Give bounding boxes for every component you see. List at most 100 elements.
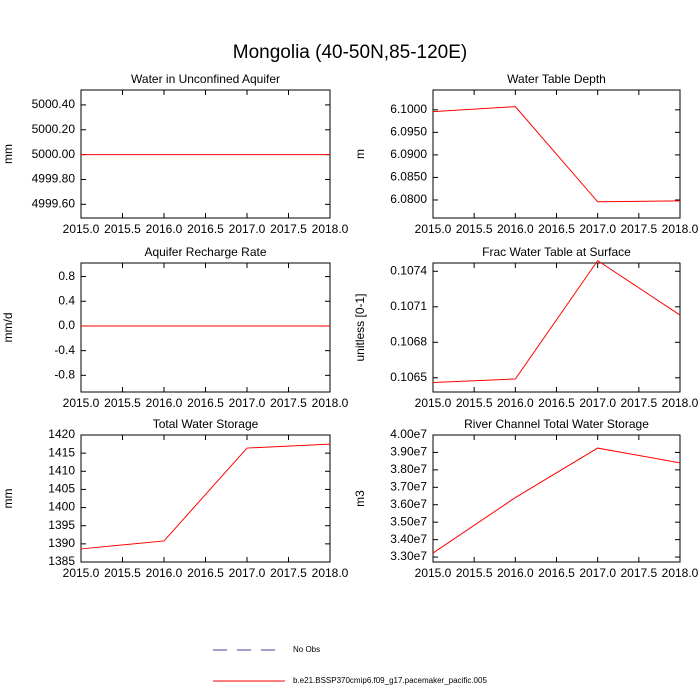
y-tick-label: 4.00e7 xyxy=(390,427,427,441)
y-tick-label: 1395 xyxy=(48,518,75,532)
y-tick-label: 1420 xyxy=(48,427,75,441)
x-tick-label: 2016.5 xyxy=(187,396,224,410)
panel: Water Table Depth m 2015.0 2015.5 2016.0 2016… xyxy=(353,72,699,236)
x-tick-label: 2017.0 xyxy=(229,396,266,410)
y-axis-label: mm xyxy=(1,489,15,509)
y-tick-label: 3.50e7 xyxy=(390,514,427,528)
y-tick-label: 0.1074 xyxy=(390,263,427,277)
y-tick-label: 3.40e7 xyxy=(390,532,427,546)
x-tick-label: 2017.5 xyxy=(620,222,657,236)
x-tick-label: 2015.0 xyxy=(63,396,100,410)
y-tick-label: 5000.40 xyxy=(32,97,76,111)
data-line xyxy=(432,447,681,554)
panel-title: Total Water Storage xyxy=(153,417,259,431)
y-tick-label: 6.0950 xyxy=(390,125,427,139)
y-tick-label: 1400 xyxy=(48,500,75,514)
plot-frame xyxy=(432,434,681,563)
y-tick-label: 4999.60 xyxy=(32,197,76,211)
y-tick-label: 0.8 xyxy=(58,269,75,283)
plot-frame xyxy=(80,262,331,393)
y-tick-label: 0.0 xyxy=(58,318,75,332)
x-tick-label: 2016.0 xyxy=(146,222,183,236)
panel: Total Water Storage mm 2015.0 2015.5 2016.0 2… xyxy=(1,417,349,580)
x-tick-label: 2016.5 xyxy=(538,566,575,580)
data-line xyxy=(80,443,331,550)
y-tick-label: 0.4 xyxy=(58,293,75,307)
plot-frame xyxy=(432,262,681,393)
y-tick-label: 6.0850 xyxy=(390,170,427,184)
data-line xyxy=(432,106,681,203)
x-tick-label: 2018.0 xyxy=(312,222,349,236)
x-tick-label: 2016.0 xyxy=(497,222,534,236)
x-tick-label: 2015.0 xyxy=(415,566,452,580)
x-tick-label: 2015.0 xyxy=(63,222,100,236)
y-axis-label: mm/d xyxy=(1,313,15,343)
x-tick-label: 2017.0 xyxy=(579,566,616,580)
legend-label: No Obs xyxy=(293,645,320,654)
panel-title: Frac Water Table at Surface xyxy=(482,245,631,259)
x-tick-label: 2016.5 xyxy=(538,222,575,236)
x-tick-label: 2017.5 xyxy=(270,222,307,236)
panel-title: Water in Unconfined Aquifer xyxy=(131,72,280,86)
y-tick-label: 1390 xyxy=(48,536,75,550)
legend-label: b.e21.BSSP370cmip6.f09_g17.pacemaker_pac… xyxy=(293,676,487,685)
x-tick-label: 2017.0 xyxy=(229,222,266,236)
x-tick-label: 2018.0 xyxy=(662,566,699,580)
y-tick-label: 3.60e7 xyxy=(390,497,427,511)
y-tick-label: -0.8 xyxy=(54,368,75,382)
x-tick-label: 2015.5 xyxy=(104,222,141,236)
x-tick-label: 2015.5 xyxy=(104,566,141,580)
y-tick-label: 1405 xyxy=(48,482,75,496)
x-tick-label: 2016.0 xyxy=(146,396,183,410)
y-tick-label: 0.1071 xyxy=(390,299,427,313)
y-axis-label: unitless [0-1] xyxy=(353,293,367,361)
x-tick-label: 2016.5 xyxy=(187,222,224,236)
y-tick-label: 1410 xyxy=(48,463,75,477)
plot-frame xyxy=(80,89,331,219)
y-tick-label: 1415 xyxy=(48,445,75,459)
x-tick-label: 2015.0 xyxy=(415,222,452,236)
panel-title: Aquifer Recharge Rate xyxy=(144,245,266,259)
y-axis-label: m3 xyxy=(353,490,367,507)
x-tick-label: 2015.5 xyxy=(456,396,493,410)
x-tick-label: 2018.0 xyxy=(662,396,699,410)
y-tick-label: 3.90e7 xyxy=(390,445,427,459)
x-tick-label: 2016.0 xyxy=(146,566,183,580)
x-tick-label: 2016.0 xyxy=(497,566,534,580)
x-tick-label: 2018.0 xyxy=(312,566,349,580)
x-tick-label: 2018.0 xyxy=(662,222,699,236)
x-tick-label: 2018.0 xyxy=(312,396,349,410)
panel: Frac Water Table at Surface unitless [0-1… xyxy=(353,245,699,410)
data-line xyxy=(432,259,681,384)
x-tick-label: 2015.5 xyxy=(456,222,493,236)
panel: River Channel Total Water Storage m3 2015.… xyxy=(353,417,699,580)
x-tick-label: 2017.0 xyxy=(579,396,616,410)
x-tick-label: 2017.0 xyxy=(229,566,266,580)
y-tick-label: 6.1000 xyxy=(390,102,427,116)
y-tick-label: 3.70e7 xyxy=(390,479,427,493)
panel: Aquifer Recharge Rate mm/d 2015.0 2015.5 201… xyxy=(1,245,349,410)
x-tick-label: 2015.5 xyxy=(456,566,493,580)
y-tick-label: 0.1068 xyxy=(390,334,427,348)
x-tick-label: 2017.5 xyxy=(620,566,657,580)
panel-title: Water Table Depth xyxy=(507,72,606,86)
panel-title: River Channel Total Water Storage xyxy=(464,417,649,431)
y-tick-label: 3.30e7 xyxy=(390,549,427,563)
x-tick-label: 2017.5 xyxy=(270,396,307,410)
x-tick-label: 2017.0 xyxy=(579,222,616,236)
y-axis-label: m xyxy=(353,149,367,159)
x-tick-label: 2015.5 xyxy=(104,396,141,410)
y-tick-label: 5000.00 xyxy=(32,147,76,161)
x-tick-label: 2017.5 xyxy=(270,566,307,580)
y-axis-label: mm xyxy=(1,144,15,164)
x-tick-label: 2015.0 xyxy=(415,396,452,410)
y-tick-label: 6.0900 xyxy=(390,147,427,161)
y-tick-label: -0.4 xyxy=(54,343,75,357)
x-tick-label: 2015.0 xyxy=(63,566,100,580)
y-tick-label: 6.0800 xyxy=(390,192,427,206)
y-tick-label: 4999.80 xyxy=(32,172,76,186)
x-tick-label: 2016.5 xyxy=(187,566,224,580)
y-tick-label: 1385 xyxy=(48,554,75,568)
plot-frame xyxy=(80,434,331,563)
